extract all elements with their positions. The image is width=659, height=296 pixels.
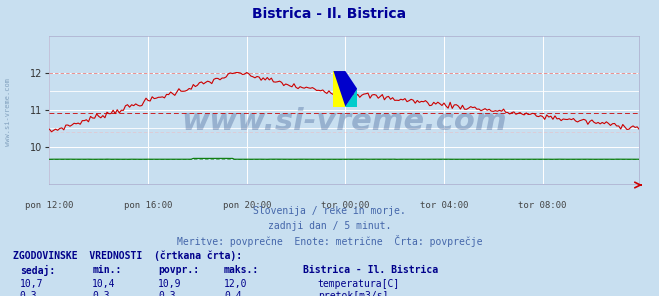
Text: 10,9: 10,9 [158, 279, 182, 289]
Text: temperatura[C]: temperatura[C] [318, 279, 400, 289]
Text: tor 08:00: tor 08:00 [519, 201, 567, 210]
Text: pon 16:00: pon 16:00 [124, 201, 172, 210]
Text: ZGODOVINSKE  VREDNOSTI  (črtkana črta):: ZGODOVINSKE VREDNOSTI (črtkana črta): [13, 250, 243, 260]
Text: Bistrica - Il. Bistrica: Bistrica - Il. Bistrica [252, 7, 407, 21]
Text: 10,7: 10,7 [20, 279, 43, 289]
Text: maks.:: maks.: [224, 265, 259, 275]
Text: Meritve: povprečne  Enote: metrične  Črta: povprečje: Meritve: povprečne Enote: metrične Črta:… [177, 235, 482, 247]
Text: sedaj:: sedaj: [20, 265, 55, 276]
Text: 12,0: 12,0 [224, 279, 248, 289]
Text: www.si-vreme.com: www.si-vreme.com [181, 107, 507, 136]
Polygon shape [345, 89, 357, 107]
Text: 10,4: 10,4 [92, 279, 116, 289]
Text: tor 00:00: tor 00:00 [321, 201, 370, 210]
Text: Slovenija / reke in morje.: Slovenija / reke in morje. [253, 206, 406, 216]
Text: www.si-vreme.com: www.si-vreme.com [5, 78, 11, 147]
Text: 0,3: 0,3 [20, 291, 38, 296]
Bar [333, 71, 345, 107]
Text: Bistrica - Il. Bistrica: Bistrica - Il. Bistrica [303, 265, 438, 275]
Text: pon 20:00: pon 20:00 [223, 201, 271, 210]
Text: 0,4: 0,4 [224, 291, 242, 296]
Text: povpr.:: povpr.: [158, 265, 199, 275]
Text: tor 04:00: tor 04:00 [420, 201, 468, 210]
Text: 0,3: 0,3 [158, 291, 176, 296]
Text: pon 12:00: pon 12:00 [25, 201, 74, 210]
Polygon shape [333, 71, 357, 107]
Text: 0,3: 0,3 [92, 291, 110, 296]
Text: zadnji dan / 5 minut.: zadnji dan / 5 minut. [268, 221, 391, 231]
Text: min.:: min.: [92, 265, 122, 275]
Text: pretok[m3/s]: pretok[m3/s] [318, 291, 388, 296]
